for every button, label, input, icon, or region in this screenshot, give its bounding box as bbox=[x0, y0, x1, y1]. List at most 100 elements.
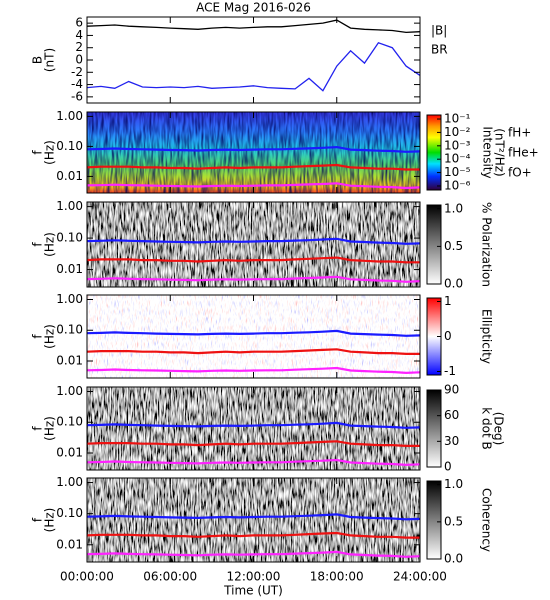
colorbar-tick-label: 1 bbox=[444, 294, 452, 308]
y-axis-label: (nT) bbox=[43, 48, 57, 72]
y-axis-label: f bbox=[31, 426, 45, 431]
y-axis-label: f bbox=[31, 150, 45, 155]
panel: 1.00 0.10 0.01 f(Hz) 10⁻¹10⁻²10⁻³10⁻⁴10⁻⁵10⁻… bbox=[31, 109, 539, 194]
colorbar bbox=[426, 204, 442, 285]
y-tick-label: 0.10 bbox=[56, 139, 83, 153]
y-tick-label: 0.01 bbox=[56, 169, 83, 183]
series-line bbox=[87, 348, 420, 355]
y-tick-label: 0.01 bbox=[56, 262, 83, 276]
x-tick-label: 18:00:00 bbox=[310, 570, 364, 584]
y-axis-label: (Hz) bbox=[43, 508, 57, 533]
series-line bbox=[87, 145, 420, 153]
colorbar bbox=[426, 480, 442, 560]
y-axis-label: (Hz) bbox=[43, 140, 57, 165]
y-tick-label: -4 bbox=[71, 77, 83, 91]
colorbar-tick-label: 0.5 bbox=[444, 514, 463, 528]
colorbar-label: Intensity bbox=[481, 126, 495, 178]
colorbar-tick-label: 0.0 bbox=[444, 552, 463, 566]
colorbar-tick-label: -1 bbox=[444, 364, 456, 378]
legend-label: BR bbox=[431, 43, 448, 57]
colorbar-tick-label: 10⁻¹ bbox=[444, 112, 471, 126]
colorbar-tick-label: 0 bbox=[444, 329, 452, 343]
y-tick-label: 1.00 bbox=[56, 199, 83, 213]
legend-label: fO+ bbox=[508, 166, 532, 180]
series-line bbox=[87, 256, 420, 264]
legend-label: fHe+ bbox=[508, 146, 539, 160]
y-tick-label: 2 bbox=[75, 40, 83, 54]
colorbar-label: k dot B bbox=[480, 407, 494, 449]
y-tick-label: 1.00 bbox=[56, 475, 83, 489]
y-tick-label: 0.01 bbox=[56, 537, 83, 551]
y-tick-label: 0.01 bbox=[56, 353, 83, 367]
series-line bbox=[87, 329, 420, 337]
y-axis-label: B bbox=[31, 56, 45, 64]
colorbar bbox=[426, 114, 442, 191]
colorbar-tick-label: 1.0 bbox=[444, 201, 463, 215]
colorbar-tick-label: 90 bbox=[444, 383, 459, 397]
y-tick-label: 1.00 bbox=[56, 109, 83, 123]
y-tick-label: 0 bbox=[75, 53, 83, 67]
series-line bbox=[87, 421, 420, 429]
series-line bbox=[87, 513, 420, 521]
colorbar-tick-label: 10⁻⁶ bbox=[444, 178, 471, 192]
spectrogram bbox=[87, 295, 420, 378]
colorbar-label: Coherency bbox=[480, 488, 494, 552]
series-line bbox=[87, 19, 420, 34]
y-axis-label: f bbox=[31, 242, 45, 247]
panel: 1.00 0.10 0.01 f(Hz) 1 0 -1 Ellipticity bbox=[31, 292, 494, 379]
colorbar-tick-label: 1.0 bbox=[444, 477, 463, 491]
y-tick-label: 0.10 bbox=[56, 506, 83, 520]
series-line bbox=[87, 440, 420, 447]
spectrogram bbox=[87, 202, 420, 287]
colorbar-tick-label: 30 bbox=[444, 434, 459, 448]
y-tick-label: 6 bbox=[75, 16, 83, 30]
panel: 1.00 0.10 0.01 f(Hz) 90 60 30 0 k dot B(Deg) bbox=[31, 383, 506, 474]
panel: 1.00 0.10 0.01 00:00:00 06:00:00 12:00:00 18:0… bbox=[31, 475, 494, 597]
spectrogram bbox=[87, 387, 420, 470]
series-line bbox=[87, 458, 420, 467]
series-line bbox=[87, 182, 420, 190]
series-line bbox=[87, 42, 420, 92]
x-axis-label: Time (UT) bbox=[223, 584, 283, 598]
colorbar-tick-label: 60 bbox=[444, 408, 459, 422]
y-tick-label: 1.00 bbox=[56, 384, 83, 398]
y-tick-label: 4 bbox=[75, 28, 83, 42]
series-line bbox=[87, 237, 420, 245]
y-axis-label: f bbox=[31, 334, 45, 339]
colorbar-tick-label: 0 bbox=[444, 460, 452, 474]
colorbar-tick-label: 0.5 bbox=[444, 239, 463, 253]
y-tick-label: -2 bbox=[71, 65, 83, 79]
y-tick-label: 0.10 bbox=[56, 231, 83, 245]
colorbar-label: % Polarization bbox=[480, 202, 494, 287]
y-axis-label: f bbox=[31, 517, 45, 522]
colorbar-tick-label: 10⁻² bbox=[444, 125, 471, 139]
colorbar-label: Ellipticity bbox=[480, 309, 494, 364]
y-axis-label: (Hz) bbox=[43, 416, 57, 441]
y-tick-label: -6 bbox=[71, 89, 83, 103]
spectrogram bbox=[87, 478, 420, 562]
y-tick-label: 1.00 bbox=[56, 292, 83, 306]
series-line bbox=[87, 275, 420, 283]
panel: 1.00 0.10 0.01 f(Hz) 1.0 0.5 0.0 % Polarization bbox=[31, 199, 494, 290]
legend-label: |B| bbox=[431, 24, 447, 38]
colorbar-label: (nT²/Hz) bbox=[493, 128, 507, 176]
colorbar-tick-label: 10⁻⁵ bbox=[444, 165, 471, 179]
y-axis-label: (Hz) bbox=[43, 232, 57, 257]
x-tick-label: 00:00:00 bbox=[60, 570, 114, 584]
series-line bbox=[87, 163, 420, 171]
x-tick-label: 24:00:00 bbox=[393, 570, 447, 584]
x-tick-label: 06:00:00 bbox=[143, 570, 197, 584]
series-line bbox=[87, 531, 420, 539]
y-tick-label: 0.10 bbox=[56, 323, 83, 337]
colorbar-label: (Deg) bbox=[492, 412, 506, 446]
y-tick-label: 0.10 bbox=[56, 415, 83, 429]
colorbar-tick-label: 0.0 bbox=[444, 277, 463, 291]
colorbar bbox=[426, 389, 442, 468]
colorbar-tick-label: 10⁻³ bbox=[444, 138, 471, 152]
series-line bbox=[87, 366, 420, 375]
title: ACE Mag 2016-026 bbox=[196, 1, 311, 15]
spectrogram-noise bbox=[87, 112, 420, 193]
y-tick-label: 0.01 bbox=[56, 445, 83, 459]
